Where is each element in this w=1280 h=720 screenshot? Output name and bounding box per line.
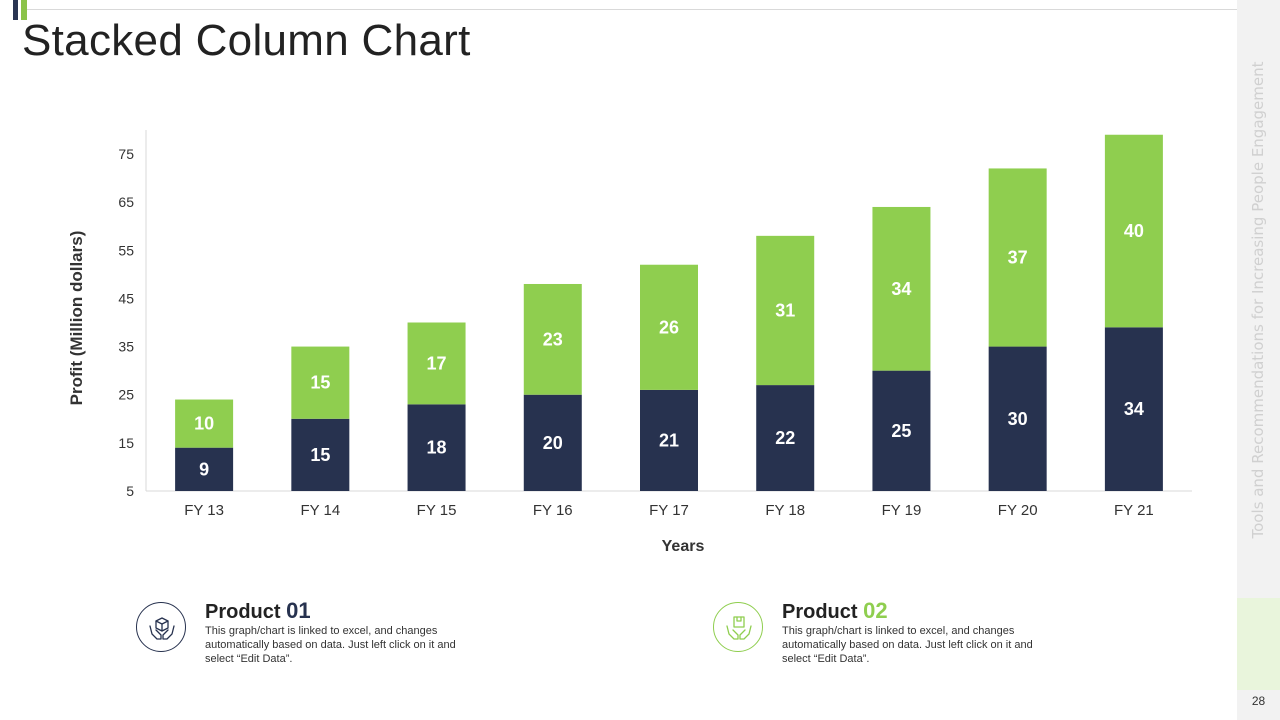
side-vertical-title: Tools and Recommendations for Increasing… — [1249, 61, 1267, 539]
top-divider — [27, 9, 1237, 10]
data-label: 9 — [199, 459, 209, 479]
data-label: 17 — [427, 353, 447, 373]
data-label: 23 — [543, 329, 563, 349]
legend-title: Product 02 — [782, 598, 888, 624]
legend-number: 02 — [863, 598, 888, 623]
legend-label: Product — [205, 601, 281, 623]
x-tick-label: FY 13 — [184, 502, 224, 519]
bar-segment-product-01 — [407, 404, 466, 491]
side-panel-accent — [1237, 598, 1280, 690]
x-tick-label: FY 15 — [417, 502, 457, 519]
data-label: 34 — [891, 279, 911, 299]
corner-accent-green — [21, 0, 27, 20]
bar-segment-product-01 — [175, 447, 234, 491]
y-tick-label: 75 — [118, 146, 134, 162]
data-label: 34 — [1124, 399, 1144, 419]
bar-segment-product-02 — [523, 283, 582, 395]
data-label: 25 — [891, 421, 911, 441]
hands-box-icon — [136, 602, 186, 652]
y-tick-label: 15 — [118, 435, 134, 451]
x-tick-label: FY 19 — [882, 502, 922, 519]
page-number: 28 — [1251, 694, 1266, 708]
hands-box-icon — [713, 602, 763, 652]
bar-segment-product-02 — [756, 235, 815, 386]
bar-segment-product-02 — [1104, 134, 1163, 328]
stacked-column-chart: 5 15 25 35 45 55 65 75 9 10 FY 13 15 15 FY 14 18 17 FY 1… — [67, 130, 1192, 555]
legend-number: 01 — [286, 598, 311, 623]
bar-segment-product-02 — [872, 206, 931, 371]
bar-segment-product-01 — [756, 385, 815, 491]
bar-segment-product-02 — [175, 399, 234, 448]
data-label: 15 — [310, 373, 330, 393]
legend-label: Product — [782, 601, 858, 623]
x-axis-title: Years — [662, 538, 705, 555]
y-tick-label: 35 — [118, 339, 134, 355]
bar-segment-product-01 — [988, 346, 1047, 491]
x-tick-label: FY 14 — [300, 502, 340, 519]
data-label: 30 — [1008, 409, 1028, 429]
data-label: 26 — [659, 317, 679, 337]
data-label: 15 — [310, 445, 330, 465]
x-tick-label: FY 20 — [998, 502, 1038, 519]
data-label: 20 — [543, 433, 563, 453]
y-tick-label: 65 — [118, 194, 134, 210]
data-label: 31 — [775, 300, 795, 320]
y-tick-label: 55 — [118, 242, 134, 258]
x-tick-label: FY 17 — [649, 502, 689, 519]
legend-description: This graph/chart is linked to excel, and… — [205, 625, 456, 665]
y-tick-label: 25 — [118, 387, 134, 403]
bar-segment-product-01 — [523, 394, 582, 491]
y-tick-label: 5 — [126, 483, 134, 499]
y-tick-label: 45 — [118, 290, 134, 306]
bar-segment-product-02 — [640, 264, 698, 390]
data-label: 21 — [659, 430, 679, 450]
legend-product-02: Product 02 This graph/chart is linked to… — [713, 598, 1053, 668]
data-label: 18 — [427, 438, 447, 458]
page-title: Stacked Column Chart — [22, 16, 471, 65]
legend-title: Product 01 — [205, 598, 311, 624]
corner-accent-navy — [13, 0, 18, 20]
data-label: 37 — [1008, 248, 1028, 268]
bar-segment-product-01 — [1104, 327, 1163, 491]
x-tick-label: FY 18 — [765, 502, 805, 519]
bar-segment-product-01 — [640, 389, 698, 491]
legend-description: This graph/chart is linked to excel, and… — [782, 625, 1033, 665]
data-label: 10 — [194, 414, 214, 434]
legend-product-01: Product 01 This graph/chart is linked to… — [136, 598, 476, 668]
bar-segment-product-01 — [872, 370, 931, 491]
bar-segment-product-01 — [291, 418, 350, 491]
x-tick-label: FY 16 — [533, 502, 573, 519]
data-label: 22 — [775, 428, 795, 448]
bar-segment-product-02 — [291, 346, 350, 419]
x-tick-label: FY 21 — [1114, 502, 1154, 519]
data-label: 40 — [1124, 221, 1144, 241]
bar-segment-product-02 — [988, 168, 1047, 347]
bar-segment-product-02 — [407, 322, 466, 405]
y-axis-title: Profit (Million dollars) — [67, 231, 86, 406]
